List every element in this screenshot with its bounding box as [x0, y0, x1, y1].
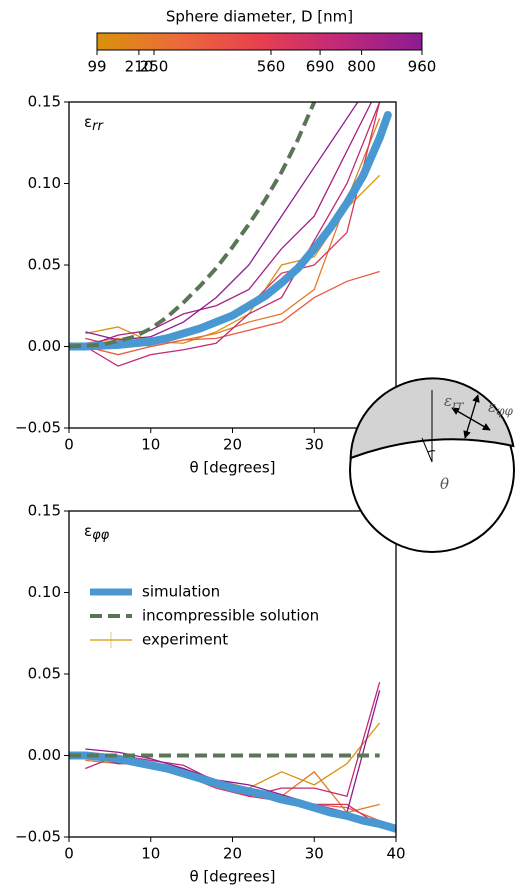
inset-label-phiphi: εφφ — [488, 398, 513, 418]
x-tick-label: 30 — [305, 845, 324, 863]
x-tick-label: 0 — [64, 436, 74, 454]
x-tick-label: 20 — [223, 436, 242, 454]
experiment-line — [85, 102, 359, 341]
experiment-line — [85, 690, 381, 814]
colorbar-tick-label: 560 — [257, 58, 286, 76]
y-tick-label: −0.05 — [15, 828, 61, 846]
y-tick-label: 0.10 — [28, 583, 61, 601]
colorbar-tick-label: 210 — [125, 58, 154, 76]
legend-label: experiment — [142, 631, 228, 649]
x-tick-label: 20 — [223, 845, 242, 863]
x-tick-label: 40 — [386, 845, 405, 863]
x-tick-label: 30 — [305, 436, 324, 454]
panel-label: εφφ — [84, 522, 110, 543]
experiment-line — [85, 102, 373, 348]
axes-frame — [68, 101, 397, 429]
x-tick-label: 0 — [64, 845, 74, 863]
simulation-line — [69, 751, 396, 833]
y-tick-label: 0.10 — [28, 174, 61, 192]
panel: −0.05 0.00 0.05 0.10 0.15 0 10 20 30 40 θ [degrees… — [15, 502, 406, 886]
experiment-line — [85, 681, 381, 798]
colorbar-tick-label: 800 — [347, 58, 376, 76]
x-tick-label: 10 — [141, 845, 160, 863]
panel: −0.05 0.00 0.05 0.10 0.15 0 10 20 30 θ [degrees] ε… — [15, 93, 397, 477]
y-tick-label: 0.00 — [28, 746, 61, 764]
x-axis-label: θ [degrees] — [189, 459, 275, 477]
y-tick-label: 0.15 — [28, 93, 61, 111]
arrow-phiphi — [451, 407, 491, 431]
colorbar-tick-label: 99 — [87, 58, 106, 76]
plot-area — [69, 681, 396, 833]
colorbar-tick-label: 960 — [408, 58, 437, 76]
angle-arc — [427, 450, 436, 453]
colorbar-label: Sphere diameter, D [nm] — [166, 8, 353, 26]
y-tick-label: 0.00 — [28, 337, 61, 355]
y-tick-label: −0.05 — [15, 419, 61, 437]
panel-label: εrr — [84, 113, 104, 134]
colorbar-tick-label: 690 — [306, 58, 335, 76]
legend-label: simulation — [142, 583, 220, 601]
x-tick-label: 10 — [141, 436, 160, 454]
axes-frame — [68, 510, 397, 838]
legend-label: incompressible solution — [142, 607, 319, 625]
experiment-line — [85, 102, 381, 367]
inset-diagram: εrr εφφ θ — [349, 377, 515, 553]
incompressible-line — [69, 102, 317, 349]
y-tick-label: 0.15 — [28, 502, 61, 520]
colorbar-tick-label: 250 — [140, 58, 169, 76]
inset-label-theta: θ — [440, 475, 449, 493]
x-axis-label: θ [degrees] — [189, 868, 275, 886]
y-tick-label: 0.05 — [28, 665, 61, 683]
colorbar — [96, 32, 423, 51]
inset-label-rr: εrr — [444, 392, 465, 412]
y-tick-label: 0.05 — [28, 256, 61, 274]
simulation-line — [69, 111, 392, 351]
plot-area — [69, 102, 392, 367]
angle-line — [421, 437, 433, 463]
experiment-line — [85, 270, 380, 356]
